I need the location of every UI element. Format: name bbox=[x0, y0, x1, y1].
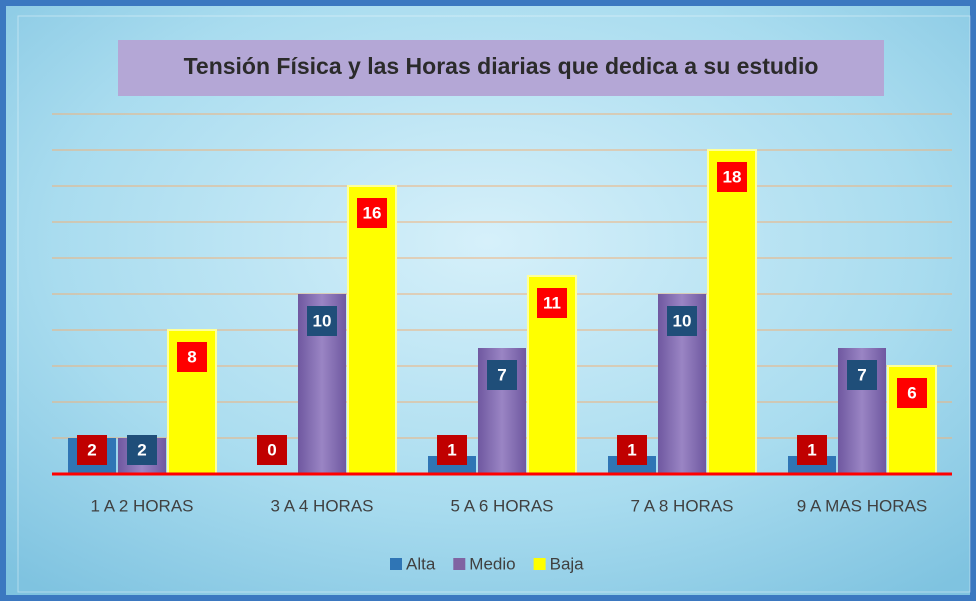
value-label: 8 bbox=[187, 347, 196, 366]
legend-swatch bbox=[534, 558, 546, 570]
x-tick-label: 9 A MAS HORAS bbox=[797, 496, 927, 515]
value-label: 1 bbox=[627, 440, 636, 459]
bar bbox=[348, 186, 396, 474]
value-label: 11 bbox=[543, 293, 561, 312]
legend-swatch bbox=[390, 558, 402, 570]
value-label: 6 bbox=[907, 383, 916, 402]
value-label: 1 bbox=[807, 440, 816, 459]
value-label: 7 bbox=[857, 365, 866, 384]
chart: Tensión Física y las Horas diarias que d… bbox=[0, 0, 976, 601]
legend-label: Alta bbox=[406, 554, 436, 573]
value-label: 2 bbox=[137, 440, 146, 459]
value-label: 10 bbox=[673, 311, 692, 330]
value-label: 0 bbox=[267, 440, 276, 459]
legend-swatch bbox=[453, 558, 465, 570]
x-tick-label: 1 A 2 HORAS bbox=[91, 496, 194, 515]
x-tick-label: 5 A 6 HORAS bbox=[451, 496, 554, 515]
chart-title: Tensión Física y las Horas diarias que d… bbox=[184, 53, 819, 79]
value-label: 7 bbox=[497, 365, 506, 384]
value-label: 18 bbox=[723, 167, 742, 186]
x-tick-label: 3 A 4 HORAS bbox=[271, 496, 374, 515]
value-label: 1 bbox=[447, 440, 456, 459]
value-label: 16 bbox=[363, 203, 382, 222]
value-label: 2 bbox=[87, 440, 96, 459]
x-tick-label: 7 A 8 HORAS bbox=[631, 496, 734, 515]
legend-label: Baja bbox=[550, 554, 585, 573]
legend-label: Medio bbox=[469, 554, 515, 573]
bar bbox=[708, 150, 756, 474]
value-label: 10 bbox=[313, 311, 332, 330]
